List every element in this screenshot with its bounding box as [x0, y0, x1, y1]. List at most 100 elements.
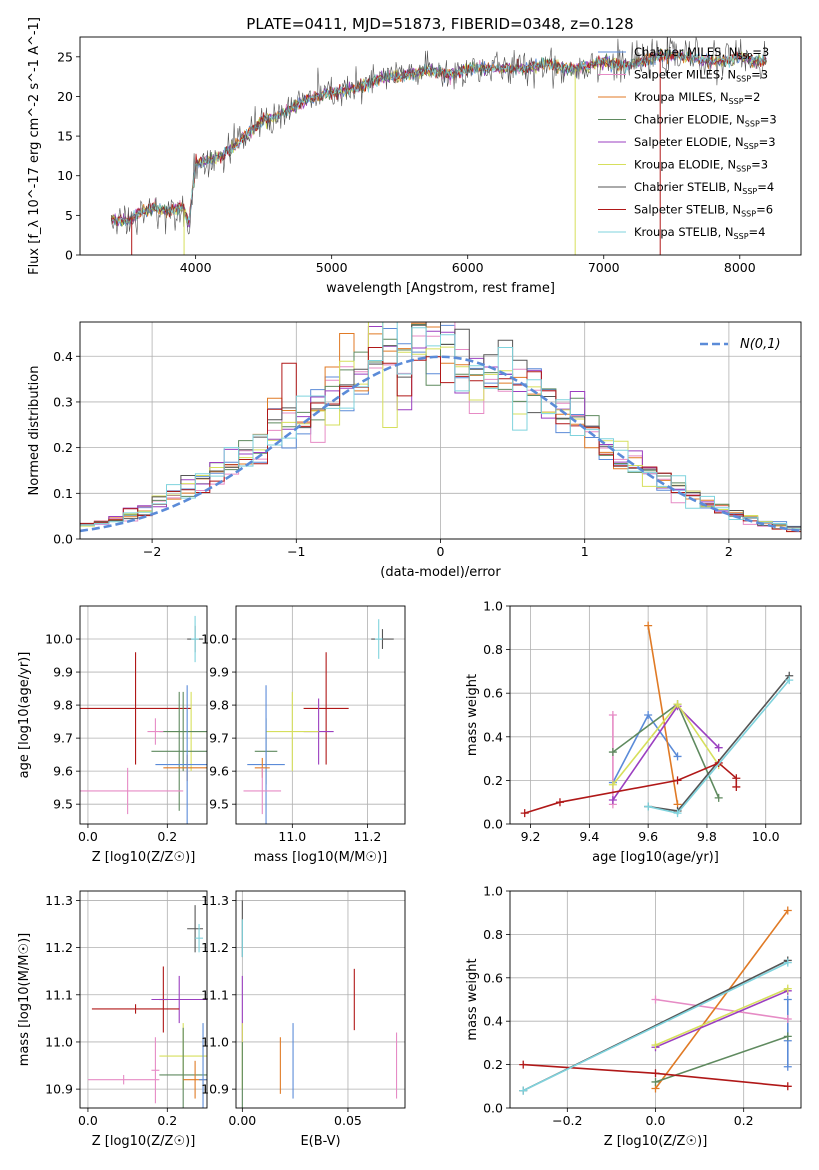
age_vs_mass-ytick-label: 9.7	[209, 731, 229, 746]
age_vs_mass-ytick-label: 10.0	[201, 632, 229, 647]
mass_vs_Z-frame	[79, 890, 208, 1109]
weight-point-marker	[651, 1069, 660, 1078]
age_vs_Z-ytick-label: 9.9	[53, 665, 73, 680]
age_vs_Z-ylabel: age [log10(age/yr)]	[17, 652, 32, 779]
legend-label: Chabrier MILES, NSSP=3	[634, 45, 769, 61]
weight-series-line	[655, 1035, 789, 1083]
age_vs_Z-frame	[79, 605, 208, 825]
weight-point-marker	[783, 906, 792, 915]
weight-point-marker	[644, 802, 653, 811]
weight_vs_age-ytick-label: 0.4	[483, 729, 503, 744]
normal-curve	[80, 355, 801, 533]
weight-point-marker	[519, 1060, 528, 1069]
mass_vs_EBV-plot	[241, 900, 398, 1108]
age_vs_Z-ytick-label: 10.0	[45, 632, 73, 647]
weight_vs_age-frame	[509, 605, 802, 825]
weight-point-marker	[673, 809, 682, 818]
weight-point-marker	[651, 1077, 660, 1086]
weight-point-marker	[783, 1032, 792, 1041]
weight_vs_Z-ytick-label: 0.6	[483, 970, 503, 985]
spectrum-xtick-label: 4000	[180, 260, 212, 275]
weight-point-marker	[714, 743, 723, 752]
weight-point-marker	[673, 752, 682, 761]
spectrum-xlabel: wavelength [Angstrom, rest frame]	[326, 281, 555, 296]
weight_vs_age-plot	[520, 621, 794, 818]
weight-point-marker	[783, 1082, 792, 1091]
spectrum-series-line	[111, 37, 767, 235]
spectrum-panel: 4000 5000 6000 7000 8000 0 5 10 15 20 25 wavelength…	[27, 17, 802, 296]
mass_vs_Z-ylabel: mass [log10(M/M☉)]	[17, 933, 32, 1066]
weight-point-marker	[785, 676, 794, 685]
weight-series-line	[612, 702, 720, 786]
age_vs_mass-ytick-label: 9.9	[209, 665, 229, 680]
residuals-ytick-label: 0.2	[53, 440, 73, 455]
mass_vs_EBV-ytick-label: 10.9	[201, 1082, 229, 1097]
normal-curve-legend-label: N(0,1)	[740, 337, 781, 352]
age_vs_mass-xtick-label: 11.2	[354, 829, 382, 844]
weight_vs_age-xtick-label: 9.4	[579, 829, 599, 844]
weight_vs_age-xtick-label: 9.6	[638, 829, 658, 844]
weight-point-marker	[673, 700, 682, 709]
mass_vs_Z-xlabel: Z [log10(Z/Z☉)]	[92, 1134, 196, 1149]
weight-point-marker	[732, 782, 741, 791]
age_vs_mass-ytick-label: 9.6	[209, 764, 229, 779]
age_vs_mass-xtick-label: 11.0	[278, 829, 306, 844]
weight-point-marker	[519, 1086, 528, 1095]
age_vs_mass-ytick-label: 9.5	[209, 797, 229, 812]
weight-point-marker	[783, 995, 792, 1004]
residuals-xtick-label: 0	[437, 544, 445, 559]
weight-point-marker	[651, 995, 660, 1004]
mass_vs_Z-grid	[80, 891, 207, 1108]
legend-label: Kroupa MILES, NSSP=2	[634, 90, 760, 106]
legend-label: Chabrier STELIB, NSSP=4	[634, 180, 774, 196]
weight_vs_age-xtick-label: 10.0	[752, 829, 780, 844]
weight_vs_Z-xtick-label: 0.0	[646, 1113, 666, 1128]
mass_vs_EBV-frame	[235, 890, 406, 1109]
spectrum-xtick-label: 7000	[588, 260, 620, 275]
residuals-ytick-label: 0.1	[53, 486, 73, 501]
spectrum-ytick-label: 20	[57, 89, 73, 104]
legend-label: Chabrier ELODIE, NSSP=3	[634, 113, 777, 129]
weight_vs_Z-ytick-label: 0.8	[483, 927, 503, 942]
spectrum-plot	[110, 37, 767, 255]
weight-point-marker	[732, 774, 741, 783]
weight-point-marker	[714, 793, 723, 802]
weight-series-line	[648, 675, 790, 812]
mass_vs_Z-xtick-label: 0.0	[78, 1113, 98, 1128]
weight_vs_Z-ytick-label: 0.0	[483, 1101, 503, 1116]
weight_vs_age-ylabel: mass weight	[465, 674, 480, 756]
weight-point-marker	[644, 711, 653, 719]
weight_vs_age-ytick-label: 0.8	[483, 642, 503, 657]
age_vs_Z-ytick-label: 9.8	[53, 698, 73, 713]
weight-point-marker	[555, 798, 564, 807]
age_vs_mass-xlabel: mass [log10(M/M☉)]	[254, 850, 387, 865]
weight-point-marker	[783, 958, 792, 967]
weight-point-marker	[673, 776, 682, 785]
mass_vs_Z-ytick-label: 11.3	[45, 893, 73, 908]
weight-point-marker	[783, 984, 792, 993]
age_vs_Z-xtick-label: 0.2	[157, 829, 177, 844]
legend-label: Kroupa ELODIE, NSSP=3	[634, 158, 768, 174]
mass_vs_Z-ytick-label: 11.1	[45, 987, 73, 1002]
weight-point-marker	[644, 621, 653, 630]
weight_vs_age-ytick-label: 0.2	[483, 773, 503, 788]
weight-point-marker	[608, 780, 617, 789]
mass_vs_Z-ytick-label: 10.9	[45, 1082, 73, 1097]
residuals-xtick-label: −1	[287, 544, 305, 559]
mass_vs_EBV-ytick-label: 11.0	[201, 1034, 229, 1049]
residuals-xlabel: (data-model)/error	[380, 565, 501, 580]
spectrum-legend: Chabrier MILES, NSSP=3 Salpeter MILES, NS…	[598, 45, 777, 241]
mass_vs_EBV-ytick-label: 11.3	[201, 893, 229, 908]
residuals-plot	[80, 322, 801, 533]
weight-series-line	[655, 998, 788, 1020]
age_vs_Z-plot	[80, 615, 207, 824]
spectrum-ytick-label: 15	[57, 129, 73, 144]
weight_vs_Z-ytick-label: 1.0	[483, 884, 503, 899]
weight_vs_age-ytick-label: 0.0	[483, 817, 503, 832]
mass_vs_Z-xtick-label: 0.2	[157, 1113, 177, 1128]
age_vs_Z-ytick-label: 9.7	[53, 731, 73, 746]
residuals-xtick-label: 2	[725, 544, 733, 559]
mass_vs_EBV-panel: 0.00 0.05 10.9 11.0 11.1 11.2 11.3 E(B-V)	[201, 890, 406, 1149]
weight_vs_Z-plot	[519, 906, 792, 1095]
weight_vs_age-xlabel: age [log10(age/yr)]	[592, 850, 719, 865]
